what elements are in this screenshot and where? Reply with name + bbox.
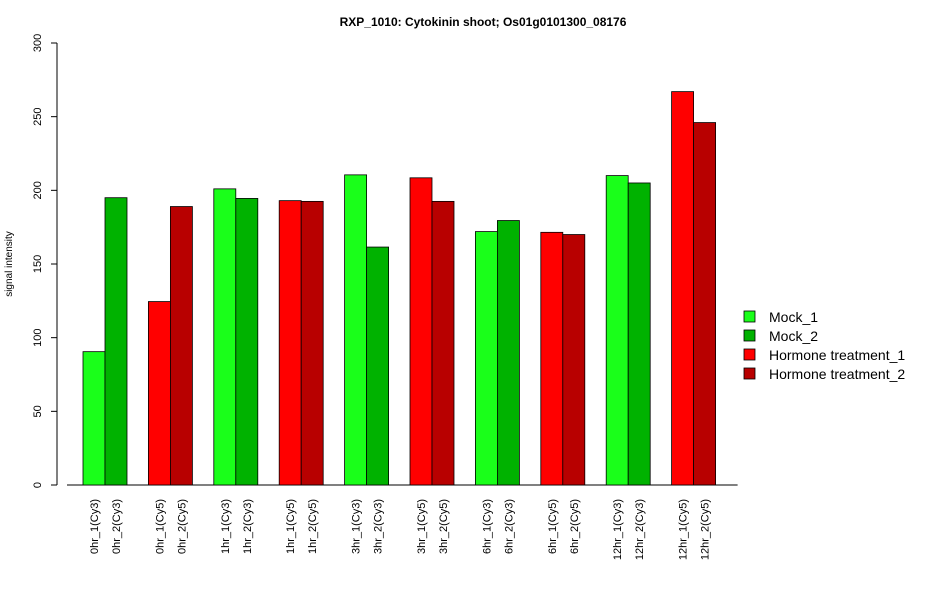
bars-group bbox=[82, 91, 716, 486]
x-tick-label: 0hr_1(Cy3) bbox=[89, 499, 101, 554]
x-tick-label: 0hr_2(Cy5) bbox=[176, 499, 188, 554]
legend-swatch bbox=[743, 310, 756, 323]
y-tick-label: 300 bbox=[32, 34, 44, 52]
x-tick-label: 12hr_2(Cy3) bbox=[634, 499, 646, 560]
x-tick-label: 0hr_1(Cy5) bbox=[154, 499, 166, 554]
x-tick-label: 6hr_2(Cy3) bbox=[503, 499, 515, 554]
legend-label: Hormone treatment_2 bbox=[769, 366, 905, 382]
bar bbox=[496, 220, 520, 486]
bar bbox=[605, 175, 629, 486]
chart-title: RXP_1010: Cytokinin shoot; Os01g0101300_… bbox=[340, 15, 627, 29]
x-tick-label: 6hr_1(Cy3) bbox=[481, 499, 493, 554]
x-tick-label: 1hr_2(Cy5) bbox=[307, 499, 319, 554]
y-axis-label: signal intensity bbox=[4, 231, 15, 297]
bar bbox=[409, 177, 433, 486]
legend-label: Hormone treatment_1 bbox=[769, 347, 905, 363]
bar bbox=[147, 301, 171, 486]
legend-label: Mock_1 bbox=[769, 309, 818, 325]
legend-swatch bbox=[743, 329, 756, 342]
bar bbox=[562, 234, 586, 486]
x-tick-label: 0hr_2(Cy3) bbox=[111, 499, 123, 554]
bar bbox=[344, 174, 368, 486]
bar bbox=[627, 182, 651, 486]
y-tick-label: 200 bbox=[32, 181, 44, 199]
x-tick-label: 1hr_1(Cy5) bbox=[285, 499, 297, 554]
bar bbox=[169, 206, 193, 486]
bar bbox=[213, 188, 237, 486]
y-tick-label: 0 bbox=[32, 482, 44, 488]
y-tick-label: 100 bbox=[32, 328, 44, 346]
x-tick-label: 12hr_1(Cy3) bbox=[612, 499, 624, 560]
x-tick-labels: 0hr_1(Cy3) 0hr_2(Cy3) 0hr_1(Cy5) 0hr_2(Cy5)… bbox=[89, 499, 712, 560]
legend-label: Mock_2 bbox=[769, 328, 818, 344]
x-tick-label: 3hr_1(Cy5) bbox=[416, 499, 428, 554]
bar bbox=[300, 200, 324, 486]
x-tick-label: 3hr_2(Cy5) bbox=[438, 499, 450, 554]
x-tick-label: 6hr_2(Cy5) bbox=[569, 499, 581, 554]
bar bbox=[671, 91, 694, 486]
y-tick-label: 250 bbox=[32, 107, 44, 125]
x-tick-label: 1hr_1(Cy3) bbox=[220, 499, 232, 554]
x-tick-label: 3hr_2(Cy3) bbox=[373, 499, 385, 554]
legend-swatch bbox=[743, 348, 756, 361]
y-axis: 0 50 100 150 200 250 300 bbox=[32, 34, 58, 488]
bar bbox=[104, 197, 128, 486]
x-tick-label: 12hr_2(Cy5) bbox=[700, 499, 712, 560]
bar bbox=[474, 231, 498, 486]
legend: Mock_1 Mock_2 Hormone treatment_1 Hormone t… bbox=[743, 309, 905, 382]
legend-swatch bbox=[743, 367, 756, 380]
bar bbox=[693, 122, 716, 486]
x-tick-label: 6hr_1(Cy5) bbox=[547, 499, 559, 554]
x-tick-label: 12hr_1(Cy5) bbox=[678, 499, 690, 560]
bar bbox=[278, 200, 302, 486]
bar bbox=[235, 198, 259, 486]
y-tick-label: 150 bbox=[32, 255, 44, 273]
x-tick-label: 3hr_1(Cy3) bbox=[351, 499, 363, 554]
bar bbox=[540, 231, 564, 486]
bar bbox=[431, 200, 455, 486]
y-tick-label: 50 bbox=[32, 405, 44, 417]
bar bbox=[82, 351, 106, 486]
bar bbox=[366, 246, 390, 486]
x-tick-label: 1hr_2(Cy3) bbox=[242, 499, 254, 554]
